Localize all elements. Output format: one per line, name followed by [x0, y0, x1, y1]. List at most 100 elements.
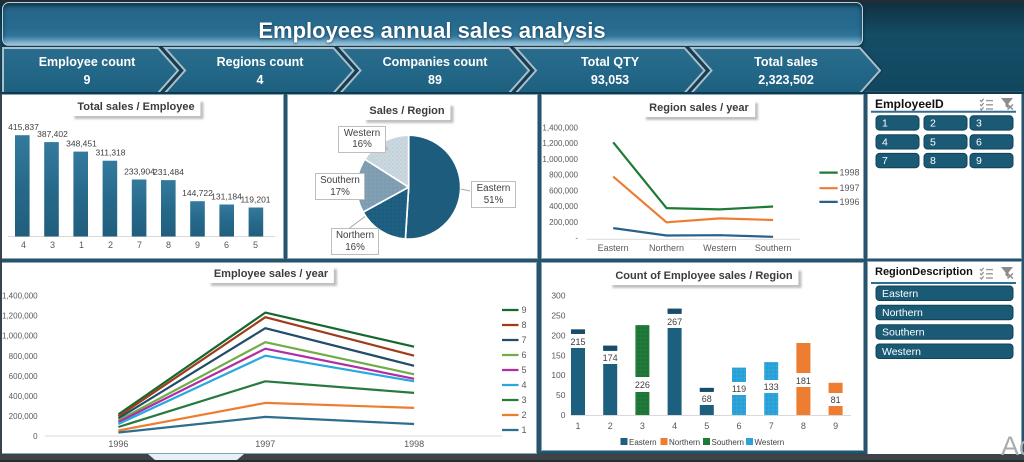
svg-text:50: 50 — [556, 390, 566, 400]
svg-text:8: 8 — [801, 421, 806, 431]
svg-text:89: 89 — [428, 73, 442, 87]
svg-text:1: 1 — [575, 421, 580, 431]
svg-text:800,000: 800,000 — [9, 352, 38, 361]
svg-text:7: 7 — [137, 240, 142, 250]
svg-text:9: 9 — [522, 305, 527, 315]
svg-text:1,200,000: 1,200,000 — [542, 139, 578, 148]
svg-text:Total sales: Total sales — [754, 55, 818, 69]
svg-text:150: 150 — [551, 350, 565, 360]
svg-text:1998: 1998 — [840, 168, 860, 178]
svg-text:Northern: Northern — [649, 243, 684, 253]
svg-text:233,904: 233,904 — [124, 167, 155, 177]
svg-text:Northern: Northern — [882, 307, 923, 319]
svg-text:231,484: 231,484 — [153, 167, 184, 177]
svg-text:6: 6 — [522, 350, 527, 360]
svg-text:5: 5 — [253, 240, 258, 250]
svg-text:68: 68 — [702, 394, 712, 404]
svg-text:6: 6 — [976, 136, 982, 148]
svg-text:Southern: Southern — [755, 243, 792, 253]
svg-text:Eastern: Eastern — [598, 243, 629, 253]
svg-text:4: 4 — [882, 136, 888, 148]
svg-text:181: 181 — [796, 376, 811, 386]
svg-text:1,400,000: 1,400,000 — [2, 292, 38, 301]
svg-text:226: 226 — [635, 380, 650, 390]
svg-text:9: 9 — [833, 421, 838, 431]
svg-text:250: 250 — [551, 311, 565, 321]
svg-text:1,000,000: 1,000,000 — [542, 155, 578, 164]
svg-text:1996: 1996 — [840, 197, 860, 207]
svg-text:Southern: Southern — [882, 327, 925, 339]
svg-text:215: 215 — [570, 337, 585, 347]
svg-text:5: 5 — [930, 136, 936, 148]
svg-text:4: 4 — [21, 240, 26, 250]
svg-text:9: 9 — [84, 73, 91, 87]
svg-text:119,201: 119,201 — [240, 195, 270, 205]
svg-text:7: 7 — [769, 421, 774, 431]
svg-text:144,722: 144,722 — [182, 188, 213, 198]
svg-text:Western: Western — [755, 438, 785, 447]
svg-text:2: 2 — [108, 240, 113, 250]
svg-text:7: 7 — [522, 335, 527, 345]
svg-text:200: 200 — [551, 330, 565, 340]
svg-text:200,000: 200,000 — [9, 412, 38, 421]
svg-text:400,000: 400,000 — [9, 392, 38, 401]
svg-text:Southern: Southern — [712, 438, 744, 447]
svg-text:Western: Western — [703, 243, 736, 253]
svg-text:8: 8 — [930, 155, 936, 167]
svg-text:7: 7 — [882, 155, 888, 167]
svg-text:4: 4 — [672, 421, 677, 431]
svg-text:1,400,000: 1,400,000 — [542, 123, 578, 132]
svg-text:1,000,000: 1,000,000 — [2, 332, 38, 341]
svg-text:2: 2 — [522, 410, 527, 420]
svg-text:Eastern: Eastern — [882, 288, 918, 300]
svg-text:5: 5 — [704, 421, 709, 431]
svg-text:387,402: 387,402 — [37, 129, 68, 139]
svg-text:6: 6 — [736, 421, 741, 431]
svg-text:Western: Western — [882, 346, 921, 358]
svg-text:119: 119 — [732, 384, 746, 394]
svg-text:3: 3 — [522, 395, 527, 405]
svg-text:8: 8 — [166, 240, 171, 250]
svg-text:Eastern: Eastern — [629, 438, 657, 447]
svg-text:1998: 1998 — [404, 439, 424, 449]
svg-text:1: 1 — [882, 118, 888, 130]
svg-text:267: 267 — [667, 317, 682, 327]
svg-text:Total QTY: Total QTY — [581, 55, 640, 69]
svg-text:3: 3 — [976, 118, 982, 130]
svg-text:200,000: 200,000 — [549, 218, 578, 227]
svg-text:600,000: 600,000 — [9, 372, 38, 381]
svg-text:2: 2 — [608, 421, 613, 431]
svg-text:2,323,502: 2,323,502 — [758, 73, 814, 87]
svg-text:-: - — [575, 234, 578, 243]
svg-text:1: 1 — [79, 240, 84, 250]
svg-text:131,184: 131,184 — [211, 192, 242, 202]
svg-text:Companies count: Companies count — [383, 55, 489, 69]
svg-text:5: 5 — [522, 365, 527, 375]
svg-text:1: 1 — [522, 425, 527, 435]
svg-text:1997: 1997 — [255, 439, 275, 449]
svg-text:8: 8 — [522, 320, 527, 330]
svg-text:9: 9 — [976, 155, 982, 167]
svg-text:300: 300 — [551, 291, 565, 301]
svg-text:4: 4 — [257, 73, 264, 87]
svg-text:Employee count: Employee count — [39, 55, 136, 69]
svg-text:1,200,000: 1,200,000 — [2, 312, 38, 321]
svg-text:3: 3 — [50, 240, 55, 250]
svg-text:81: 81 — [831, 395, 841, 405]
svg-text:400,000: 400,000 — [549, 202, 578, 211]
svg-text:100: 100 — [551, 370, 565, 380]
svg-text:311,318: 311,318 — [95, 148, 125, 158]
svg-text:415,837: 415,837 — [8, 122, 39, 132]
svg-text:348,451: 348,451 — [66, 139, 97, 149]
svg-text:1997: 1997 — [840, 183, 860, 193]
svg-text:93,053: 93,053 — [591, 73, 629, 87]
svg-text:3: 3 — [640, 421, 645, 431]
svg-text:133: 133 — [764, 382, 779, 392]
svg-text:6: 6 — [224, 240, 229, 250]
svg-text:0: 0 — [33, 432, 38, 441]
svg-text:800,000: 800,000 — [549, 171, 578, 180]
svg-text:4: 4 — [522, 380, 527, 390]
svg-text:1996: 1996 — [108, 439, 128, 449]
svg-text:9: 9 — [195, 240, 200, 250]
svg-text:2: 2 — [930, 118, 936, 130]
